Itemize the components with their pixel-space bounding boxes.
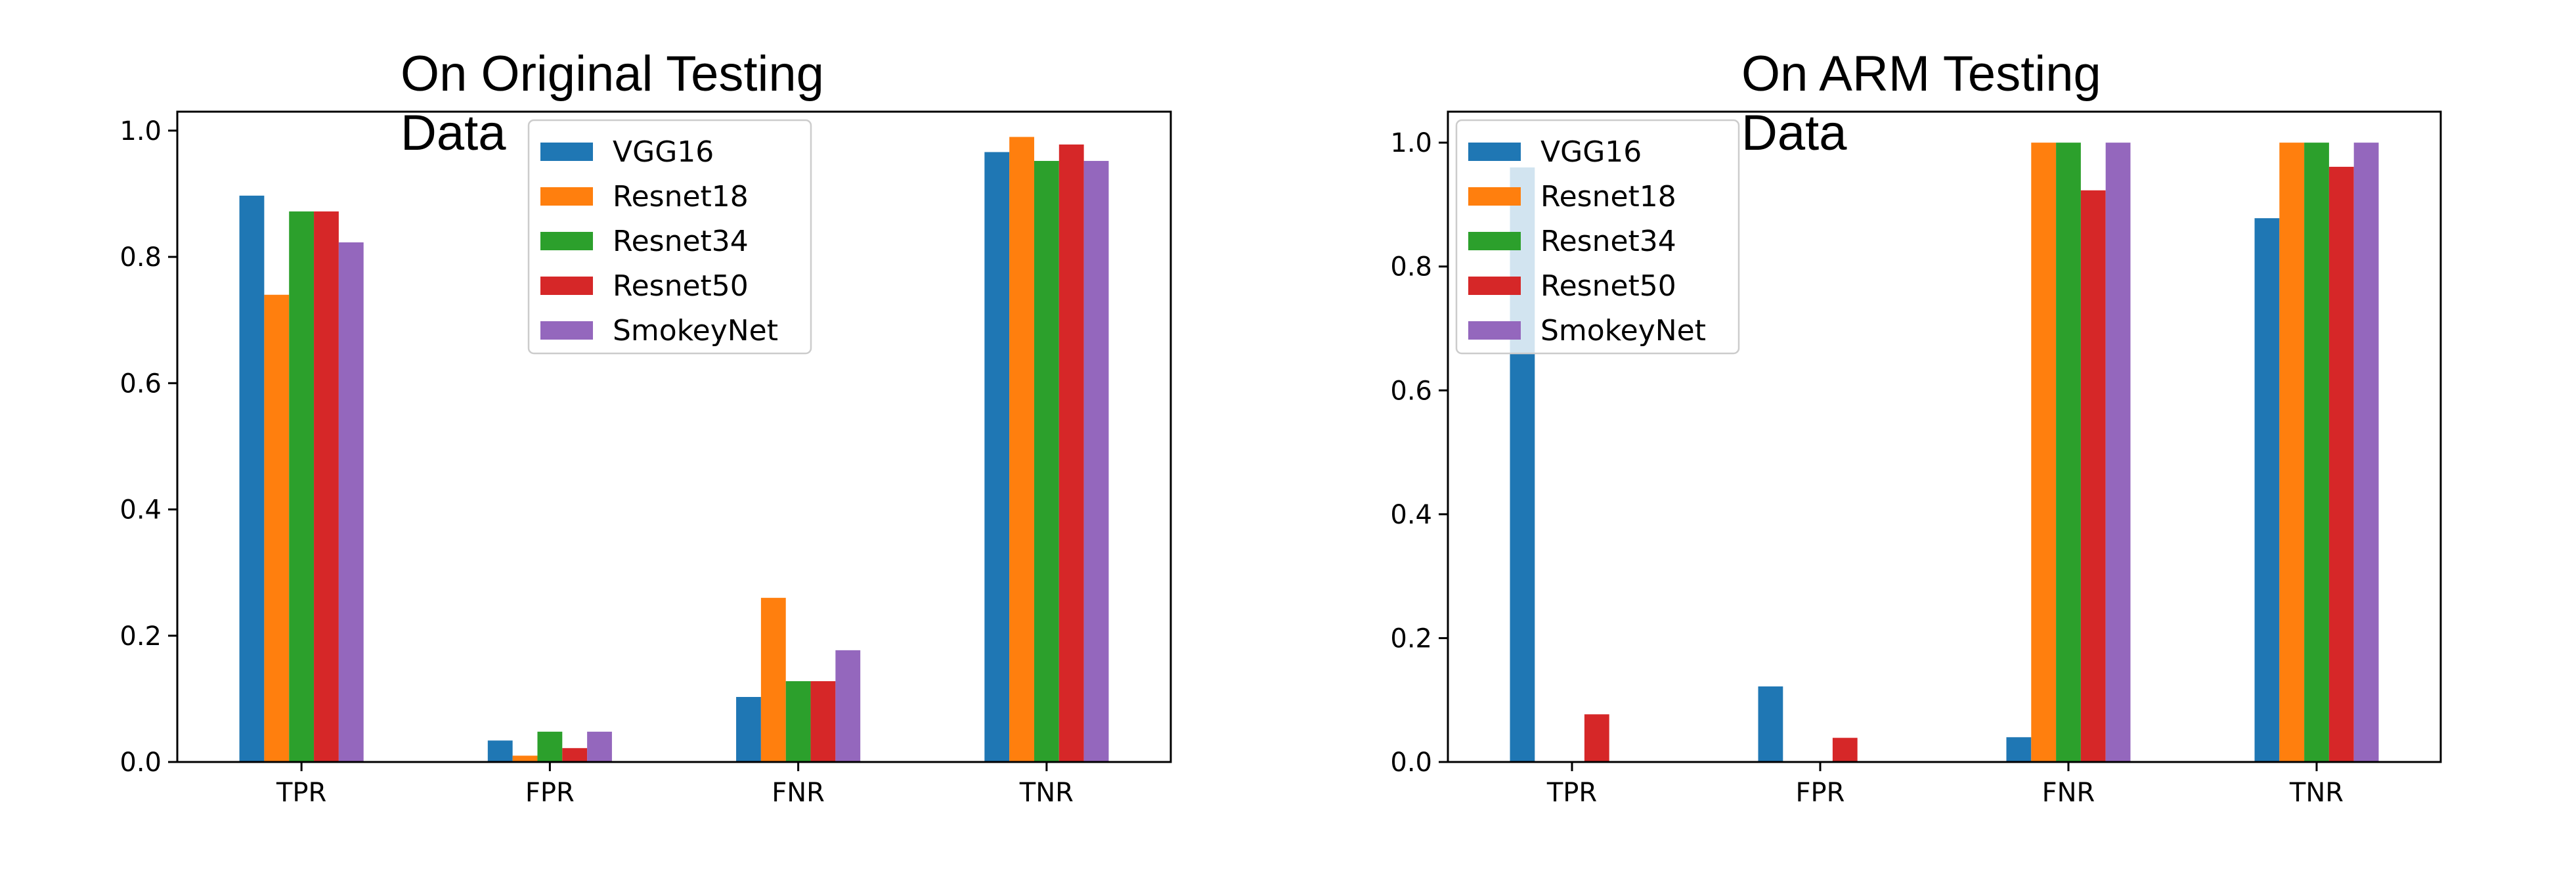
y-tick-label: 0.0	[120, 748, 162, 778]
x-tick-label: TPR	[276, 778, 326, 808]
bar-vgg16-tnr	[984, 152, 1010, 762]
legend-label: VGG16	[1540, 135, 1642, 169]
x-tick-label: FPR	[525, 778, 575, 808]
bar-resnet50-fnr	[810, 681, 836, 762]
legend-swatch	[540, 143, 593, 161]
x-tick-label: FNR	[2042, 778, 2095, 808]
legend: VGG16 Resnet18 Resnet34 Resnet50 SmokeyNet	[527, 119, 812, 355]
legend-box	[1455, 119, 1740, 355]
bar-vgg16-tpr	[239, 195, 265, 763]
x-tick-label: FPR	[1796, 778, 1845, 808]
legend-swatch	[1468, 277, 1521, 295]
y-tick-label: 1.0	[1390, 128, 1432, 158]
legend-label: Resnet50	[1540, 269, 1676, 303]
chart-title-line-2: Data	[1741, 105, 1847, 161]
y-tick-label: 1.0	[120, 116, 162, 146]
bar-resnet18-fnr	[760, 598, 786, 762]
x-tick-label: FNR	[772, 778, 825, 808]
bar-resnet50-tpr	[1584, 714, 1609, 762]
bar-smokeynet-fpr	[587, 731, 612, 762]
axes-frame	[1447, 110, 2442, 763]
bar-resnet50-fnr	[2080, 190, 2106, 762]
y-tick-label: 0.8	[120, 242, 162, 273]
bar-resnet18-tnr	[1009, 137, 1034, 762]
bar-resnet34-fnr	[2056, 143, 2081, 762]
legend-box	[527, 119, 812, 355]
bar-resnet50-tpr	[314, 211, 339, 762]
bar-smokeynet-fnr	[835, 650, 861, 762]
chart-2: 0.0 0.2 0.4 0.6 0.8 1.0 TPR FPR FNR TNR VGG16 Resne…	[1390, 46, 2442, 808]
legend-swatch	[540, 187, 593, 206]
bar-smokeynet-fnr	[2105, 143, 2131, 762]
bar-smokeynet-tnr	[1083, 160, 1109, 763]
bar-vgg16-fpr	[1758, 686, 1783, 762]
bar-resnet34-tnr	[2304, 143, 2329, 762]
bar-vgg16-tnr	[2254, 218, 2280, 762]
bar-resnet50-fpr	[1832, 738, 1858, 762]
y-tick-label: 0.4	[1390, 500, 1432, 530]
legend-label: SmokeyNet	[1540, 314, 1706, 347]
legend-label: Resnet34	[613, 225, 749, 258]
bar-resnet18-fnr	[2031, 143, 2057, 762]
legend: VGG16 Resnet18 Resnet34 Resnet50 SmokeyNet	[1455, 119, 1740, 355]
y-tick-label: 0.8	[1390, 252, 1432, 282]
bar-resnet50-fpr	[562, 748, 588, 762]
bar-smokeynet-tpr	[338, 242, 364, 763]
legend-swatch	[1468, 321, 1521, 340]
bar-resnet34-fpr	[537, 731, 563, 762]
bar-resnet34-tnr	[1034, 160, 1059, 763]
legend-swatch	[1468, 187, 1521, 206]
bar-resnet18-fpr	[512, 755, 538, 762]
legend-swatch	[1468, 143, 1521, 161]
chart-title-line-1: On Original Testing	[401, 46, 824, 102]
legend-swatch	[540, 277, 593, 295]
bar-smokeynet-tnr	[2353, 143, 2379, 762]
bar-vgg16-fpr	[487, 740, 513, 762]
legend-swatch	[540, 321, 593, 340]
legend-swatch	[1468, 232, 1521, 250]
x-tick-label: TNR	[2289, 778, 2344, 808]
legend-label: Resnet18	[613, 180, 749, 213]
bar-vgg16-fnr	[2006, 737, 2032, 762]
bar-resnet34-fnr	[785, 681, 811, 762]
chart-title-line-1: On ARM Testing	[1741, 46, 2101, 102]
y-tick-label: 0.0	[1390, 748, 1432, 778]
legend-label: Resnet34	[1540, 225, 1676, 258]
x-tick-label: TNR	[1019, 778, 1074, 808]
x-tick-label: TPR	[1546, 778, 1597, 808]
bar-resnet18-tpr	[264, 294, 290, 762]
bar-vgg16-fnr	[736, 697, 761, 762]
legend-label: VGG16	[613, 135, 714, 169]
chart-1: 0.0 0.2 0.4 0.6 0.8 1.0 TPR FPR FNR TNR VGG16 Resne…	[120, 46, 1172, 808]
y-tick-label: 0.6	[120, 369, 162, 399]
y-tick-label: 0.6	[1390, 376, 1432, 406]
y-tick-label: 0.2	[120, 621, 162, 652]
legend-label: Resnet18	[1540, 180, 1676, 213]
legend-label: SmokeyNet	[613, 314, 778, 347]
bar-resnet34-tpr	[289, 211, 315, 762]
chart-title-line-2: Data	[401, 105, 506, 161]
axes-frame	[176, 110, 1172, 763]
y-tick-label: 0.2	[1390, 623, 1432, 654]
y-tick-label: 0.4	[120, 495, 162, 526]
bar-resnet50-tnr	[1059, 144, 1084, 763]
bar-resnet18-tnr	[2279, 143, 2305, 762]
bar-resnet50-tnr	[2328, 166, 2354, 762]
legend-label: Resnet50	[613, 269, 749, 303]
legend-swatch	[540, 232, 593, 250]
